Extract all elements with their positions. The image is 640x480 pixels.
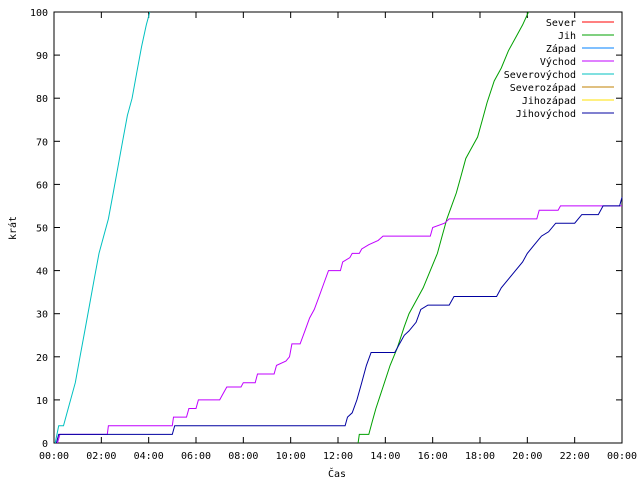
y-tick-label: 50 <box>36 224 48 235</box>
x-tick-label: 22:00 <box>560 451 590 462</box>
x-tick-label: 16:00 <box>418 451 448 462</box>
y-axis-title: krát <box>7 216 19 240</box>
legend-label: Jihovýchod <box>516 108 576 120</box>
y-tick-label: 40 <box>36 267 48 278</box>
x-tick-label: 00:00 <box>607 451 637 462</box>
legend-label: Severovýchod <box>504 69 576 81</box>
y-tick-label: 70 <box>36 137 48 148</box>
y-tick-label: 90 <box>36 51 48 62</box>
x-tick-label: 04:00 <box>134 451 164 462</box>
series-line-vychod <box>57 205 622 444</box>
series-line-severovychod <box>54 11 151 444</box>
x-tick-label: 08:00 <box>228 451 258 462</box>
axes: 0 10 20 30 40 50 60 70 80 90 100 00:00 02:00 04:00 06:… <box>30 8 637 462</box>
series-line-jih <box>357 11 529 444</box>
x-tick-label: 00:00 <box>39 451 69 462</box>
x-tick-label: 14:00 <box>370 451 400 462</box>
x-tick-label: 18:00 <box>465 451 495 462</box>
y-tick-label: 60 <box>36 180 48 191</box>
x-axis-title: Čas <box>328 467 346 480</box>
y-tick-label: 10 <box>36 396 48 407</box>
legend-label: Východ <box>540 56 576 68</box>
x-tick-label: 20:00 <box>512 451 542 462</box>
x-tick-label: 10:00 <box>276 451 306 462</box>
y-tick-label: 20 <box>36 353 48 364</box>
series-line-jihovychod <box>55 197 623 444</box>
series-lines <box>54 11 623 444</box>
legend-label: Severozápad <box>510 82 576 94</box>
legend-label: Jih <box>558 31 576 42</box>
legend: Sever JihZápadVýchodSeverovýchodSeverozáp… <box>504 18 614 120</box>
legend-label: Sever <box>546 18 576 29</box>
y-tick-label: 100 <box>30 8 48 19</box>
y-tick-label: 30 <box>36 310 48 321</box>
legend-label: Jihozápad <box>522 95 576 107</box>
x-tick-label: 02:00 <box>86 451 116 462</box>
x-tick-label: 12:00 <box>323 451 353 462</box>
x-tick-label: 06:00 <box>181 451 211 462</box>
legend-label: Západ <box>546 43 576 55</box>
y-tick-label: 0 <box>42 439 48 450</box>
y-tick-label: 80 <box>36 94 48 105</box>
